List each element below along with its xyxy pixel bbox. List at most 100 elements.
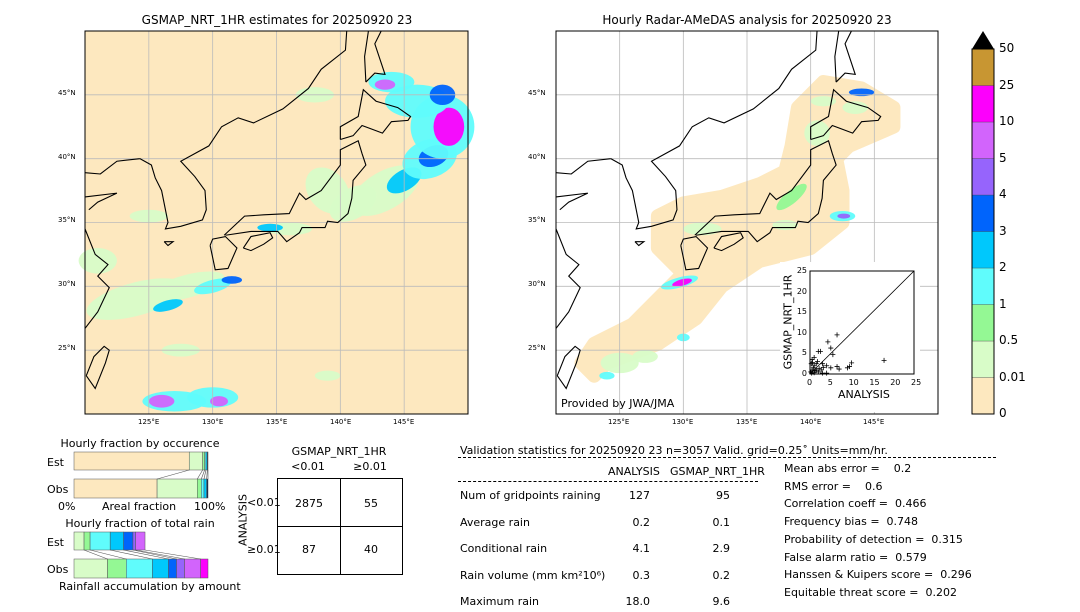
connector-line (201, 469, 205, 480)
rain-area (776, 183, 807, 211)
map-frame (555, 30, 939, 415)
stat-gsmap: 2.9 (712, 542, 731, 555)
colorbar-label: 1 (999, 296, 1007, 311)
coastline (223, 140, 367, 243)
lon-tick-label: 140°E (330, 418, 352, 426)
rain-area (683, 222, 722, 236)
contingency-row-1: <0.01 (247, 496, 281, 509)
gsmap-map (78, 30, 475, 415)
connector-line (156, 469, 190, 480)
total-rain-est-label: Est (47, 536, 64, 549)
colorbar-segment (971, 304, 995, 342)
coastline (555, 192, 589, 211)
coastline (364, 30, 386, 83)
coastline (139, 30, 348, 230)
occurrence-x-right: 100% (194, 500, 226, 513)
connector-line (83, 549, 108, 560)
rain-area (842, 101, 868, 114)
scatter-point (810, 365, 816, 371)
score-line: Mean abs error = 0.2 (784, 462, 912, 475)
obs-segment (152, 558, 169, 579)
stat-label: Num of gridpoints raining (460, 489, 601, 502)
coastline (163, 241, 175, 247)
lat-tick-label: 45°N (528, 89, 546, 97)
stat-analysis: 18.0 (625, 595, 651, 608)
scatter-point (847, 364, 853, 370)
occurrence-title: Hourly fraction by occurence (60, 437, 220, 450)
connector-line (132, 549, 177, 560)
rain-area (257, 223, 283, 232)
lon-tick-label: 130°E (202, 418, 224, 426)
connector-line (197, 469, 203, 480)
colorbar-label: 3 (999, 223, 1007, 238)
rain-area (433, 107, 465, 146)
diagonal-line (809, 270, 915, 375)
obs-segment (126, 558, 153, 579)
colorbar-segment (971, 377, 995, 415)
scatter-point (808, 369, 814, 375)
obs-segment (176, 558, 185, 579)
scatter-point (828, 345, 834, 351)
score-line: Frequency bias = 0.748 (784, 515, 919, 529)
colorbar-segment (971, 158, 995, 196)
coastline (834, 30, 857, 83)
colorbar-label: 4 (999, 187, 1007, 201)
colorbar-segment (971, 340, 995, 378)
est-segment (89, 531, 111, 551)
scatter-y-tick: 0 (801, 369, 807, 378)
scatter-y-tick: 5 (801, 348, 807, 358)
colorbar-label: 25 (999, 77, 1015, 92)
scatter-point (809, 357, 815, 363)
rain-area (810, 96, 837, 107)
lon-tick-label: 135°E (266, 418, 288, 426)
scatter-point (812, 368, 818, 374)
scatter-y-tick: 10 (796, 327, 807, 337)
colorbar-segment (971, 194, 995, 232)
scatter-point (881, 357, 887, 363)
colorbar-frame (971, 48, 995, 415)
credit-text: Provided by JWA/JMA (561, 397, 675, 410)
colorbar (971, 31, 995, 415)
divider (458, 481, 758, 482)
scatter-point (834, 364, 840, 370)
scatter-x-tick: 10 (848, 378, 859, 387)
coastline (556, 345, 581, 390)
lon-tick-label: 130°E (672, 418, 694, 426)
colorbar-label: 5 (999, 150, 1007, 165)
lon-tick-label: 145°E (393, 418, 415, 426)
scatter-point (824, 370, 830, 376)
score-line: RMS error = 0.6 (784, 479, 883, 493)
lon-tick-label: 135°E (736, 418, 758, 426)
scatter-xlabel: ANALYSIS (838, 388, 890, 401)
validation-header: Validation statistics for 20250920 23 n=… (460, 444, 888, 457)
scatter-ylabel: GSMAP_NRT_1HR (781, 274, 795, 370)
contingency-title: GSMAP_NRT_1HR (291, 445, 387, 458)
cell-miss: 87 (302, 543, 316, 556)
scatter-plot (808, 270, 915, 376)
coastline (209, 235, 238, 271)
est-segment (73, 531, 85, 551)
est-segment (188, 451, 203, 471)
occurrence-bars (73, 451, 209, 499)
colorbar-label: 0 (999, 406, 1007, 420)
obs-segment (184, 558, 201, 579)
total-rain-xlabel: Rainfall accumulation by amount (59, 580, 241, 593)
est-segment (207, 451, 209, 471)
stat-analysis: 0.3 (632, 568, 651, 582)
rain-area (153, 299, 183, 312)
obs-segment (200, 558, 209, 579)
est-segment (83, 531, 91, 551)
rain-area (305, 167, 350, 214)
connector-line (110, 549, 153, 560)
coastline (555, 228, 581, 329)
scatter-point (824, 363, 830, 369)
stat-analysis: 0.2 (632, 515, 651, 529)
stat-label: Average rain (460, 515, 530, 529)
score-line: Hanssen & Kuipers score = 0.296 (784, 568, 972, 582)
stat-label: Conditional rain (460, 542, 548, 555)
coastline (634, 241, 646, 247)
total-rain-obs-label: Obs (47, 563, 69, 576)
lon-tick-label: 140°E (800, 418, 822, 426)
contingency-row-2: ≥0.01 (247, 543, 281, 556)
lat-tick-label: 25°N (58, 344, 76, 352)
